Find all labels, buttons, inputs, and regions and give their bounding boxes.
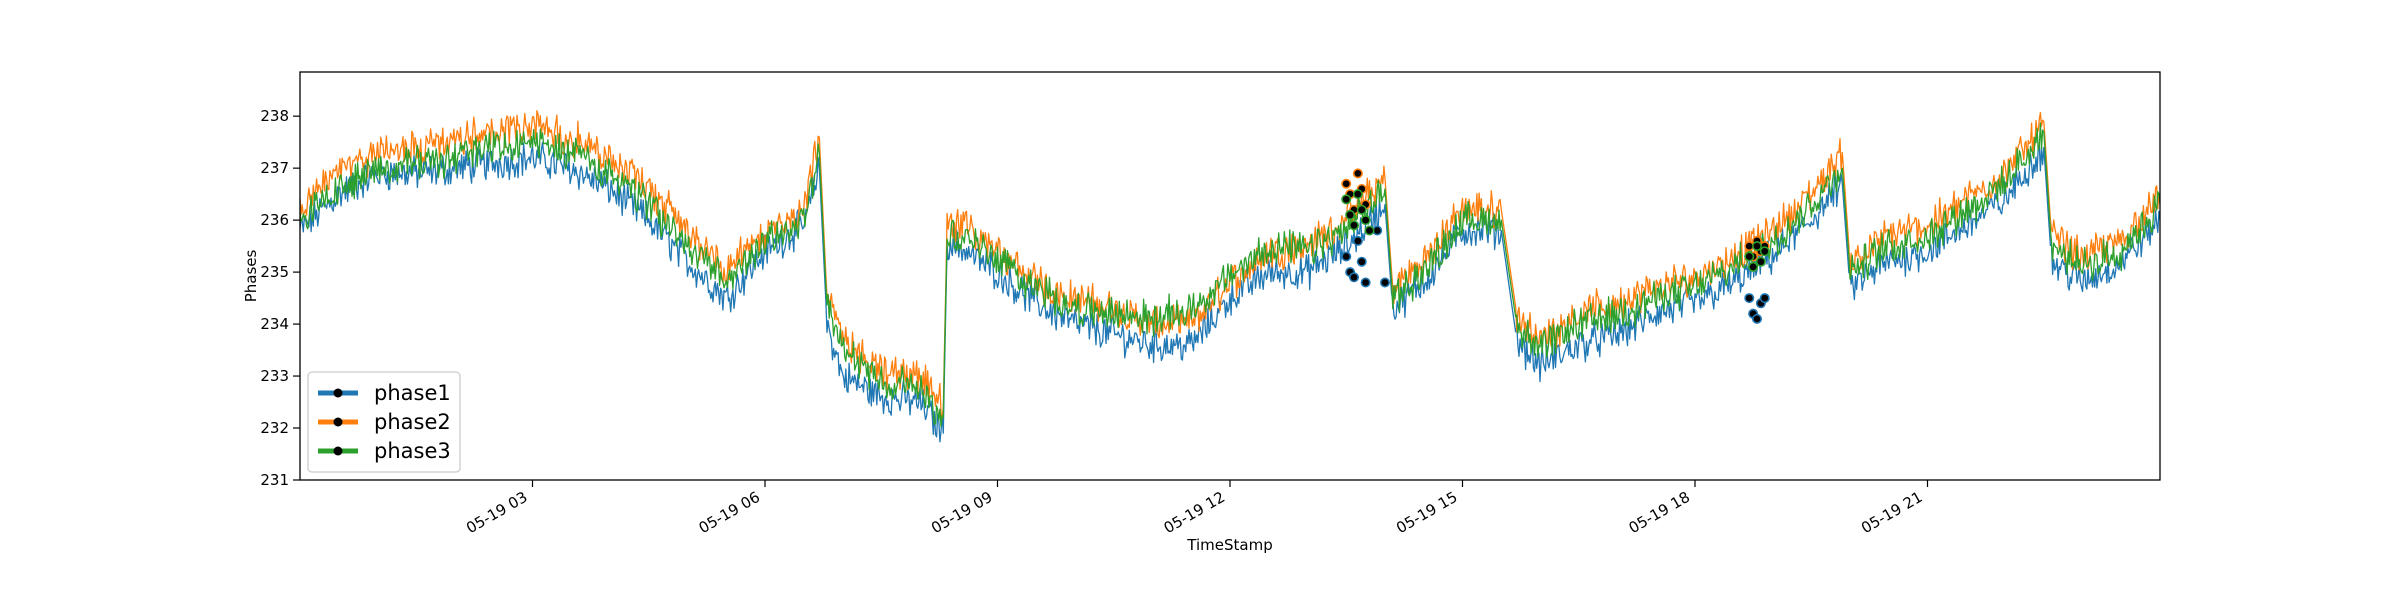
marker-point-phase3 (1356, 204, 1367, 215)
marker-point-phase3 (1352, 189, 1363, 200)
y-axis: 231 232 233 234 235 236 237 238 (260, 107, 300, 489)
marker-point-phase3 (1748, 261, 1759, 272)
marker-point-phase1 (1349, 272, 1360, 283)
marker-point-phase3 (1744, 251, 1755, 262)
marker-point-phase1 (1752, 313, 1763, 324)
series-layer (299, 110, 2161, 443)
marker-point-phase3 (1364, 225, 1375, 236)
y-tick-label: 238 (260, 107, 289, 125)
marker-layer (1341, 168, 1770, 324)
marker-point-phase1 (1341, 251, 1352, 262)
legend-box (307, 371, 461, 473)
legend-marker-phase1 (333, 388, 343, 398)
legend-entry-phase2: phase2 (318, 410, 451, 434)
legend-label-phase1: phase1 (374, 381, 451, 405)
legend-label-phase2: phase2 (374, 410, 451, 434)
series-line-phase3 (299, 122, 2161, 428)
marker-point-phase3 (1345, 209, 1356, 220)
y-tick-label: 234 (260, 315, 289, 333)
marker-point-phase3 (1341, 194, 1352, 205)
marker-point-phase3 (1759, 246, 1770, 257)
legend: phase1 phase2 phase3 (307, 371, 461, 473)
marker-point-phase2 (1352, 168, 1363, 179)
legend-entry-phase3: phase3 (318, 439, 451, 463)
marker-point-phase2 (1341, 178, 1352, 189)
y-tick-label: 237 (260, 159, 289, 177)
marker-point-phase3 (1349, 220, 1360, 231)
y-tick-label: 236 (260, 211, 289, 229)
y-tick-label: 232 (260, 419, 289, 437)
y-tick-label: 231 (260, 471, 289, 489)
y-tick-label: 233 (260, 367, 289, 385)
legend-label-phase3: phase3 (374, 439, 451, 463)
marker-point-phase1 (1380, 277, 1391, 288)
marker-point-phase3 (1360, 215, 1371, 226)
marker-point-phase1 (1744, 293, 1755, 304)
marker-point-phase3 (1755, 256, 1766, 267)
marker-point-phase3 (1752, 241, 1763, 252)
y-axis-label: Phases (242, 250, 260, 303)
legend-marker-phase2 (333, 417, 343, 427)
x-axis-label: TimeStamp (1186, 536, 1272, 554)
y-tick-label: 235 (260, 263, 289, 281)
marker-point-phase1 (1360, 277, 1371, 288)
marker-point-phase1 (1759, 293, 1770, 304)
marker-point-phase1 (1352, 235, 1363, 246)
legend-marker-phase3 (333, 446, 343, 456)
marker-point-phase1 (1356, 256, 1367, 267)
legend-entry-phase1: phase1 (318, 381, 451, 405)
